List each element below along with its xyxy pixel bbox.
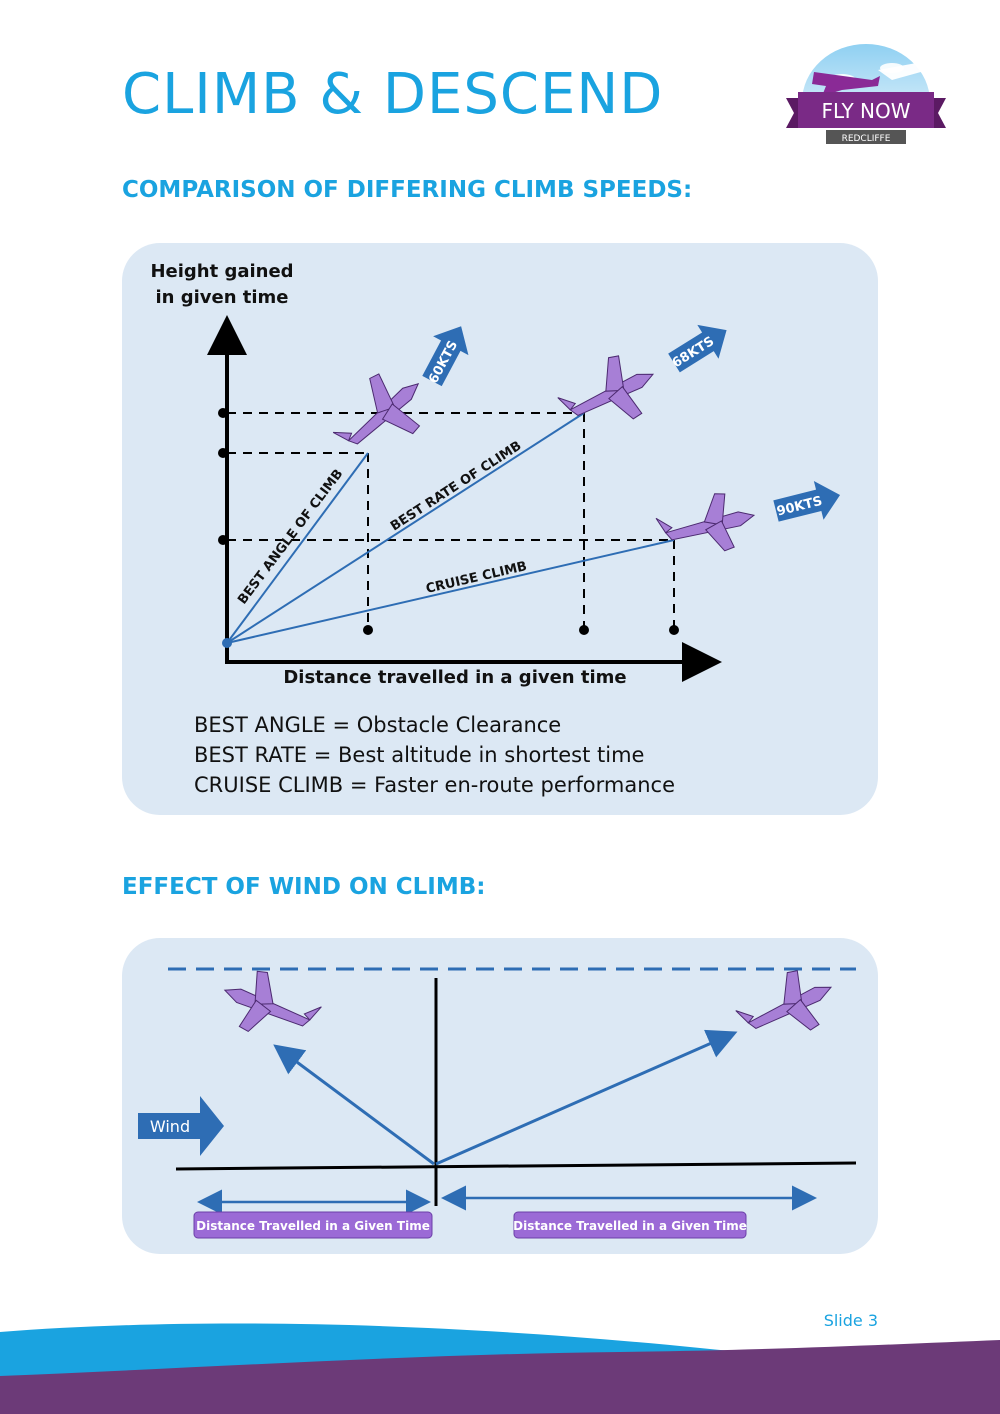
slide-number: Slide 3: [823, 1311, 878, 1330]
ground-line: [175, 1161, 857, 1171]
aircraft-cruise-icon: [655, 493, 756, 552]
distance-badge-right: [513, 1211, 747, 1239]
upwind-climb-vector: [273, 1044, 435, 1166]
cruise-climb-line: [226, 539, 675, 644]
wind-arrow-icon: Wind: [138, 1096, 224, 1156]
legend-item: CRUISE CLIMB = Faster en-route performan…: [194, 773, 676, 797]
distance-label-left: Distance Travelled in a Given Time: [196, 1219, 430, 1233]
distance-marker-dot: [669, 625, 679, 635]
wind-effect-diagram: Wind Distance Travelled in a Given Time …: [138, 967, 857, 1239]
speed-arrow-90kts: 90KTS: [773, 480, 841, 522]
footer-wave: [0, 1323, 1000, 1414]
legend-item: BEST ANGLE = Obstacle Clearance: [194, 713, 562, 737]
fly-now-logo: FLY NOW REDCLIFFE: [782, 40, 950, 152]
section-heading-climb-speeds: COMPARISON OF DIFFERING CLIMB SPEEDS:: [122, 177, 693, 203]
best-angle-line: [226, 452, 369, 644]
aircraft-upwind-icon: [223, 970, 322, 1033]
aircraft-downwind-icon: [735, 970, 833, 1031]
climb-speed-panel: Height gained in given time Distance tra…: [122, 243, 878, 815]
origin-dot: [222, 638, 232, 648]
climb-legend: BEST ANGLE = Obstacle Clearance BEST RAT…: [194, 710, 675, 800]
best-rate-line: [226, 412, 585, 644]
height-marker-dot: [218, 448, 228, 458]
distance-label-right: Distance Travelled in a Given Time: [513, 1219, 747, 1233]
x-axis-label: Distance travelled in a given time: [283, 667, 626, 688]
legend-item: BEST RATE = Best altitude in shortest ti…: [194, 743, 645, 767]
speed-arrow-60kts: 60KTS: [422, 326, 469, 386]
aircraft-best-angle-icon: [332, 373, 421, 445]
height-marker-dot: [218, 408, 228, 418]
best-angle-label: BEST ANGLE OF CLIMB: [235, 467, 346, 608]
distance-marker-dot: [579, 625, 589, 635]
distance-marker-dot: [363, 625, 373, 635]
aircraft-best-rate-icon: [557, 355, 655, 420]
y-axis-label-line2: in given time: [155, 287, 288, 308]
y-axis-label-line1: Height gained: [150, 261, 293, 282]
section-heading-wind: EFFECT OF WIND ON CLIMB:: [122, 874, 486, 900]
climb-speed-diagram: Height gained in given time Distance tra…: [150, 261, 841, 688]
height-marker-dot: [218, 535, 228, 545]
logo-text: FLY NOW: [821, 99, 910, 123]
speed-arrow-68kts: 68KTS: [668, 324, 727, 373]
best-rate-label: BEST RATE OF CLIMB: [388, 439, 524, 535]
wind-label: Wind: [150, 1117, 190, 1136]
wind-effect-panel: Wind Distance Travelled in a Given Time …: [122, 938, 878, 1254]
logo-subtext: REDCLIFFE: [842, 134, 891, 144]
downwind-climb-vector: [435, 1029, 738, 1166]
page-title: CLIMB & DESCEND: [122, 62, 664, 127]
distance-badge-left: [193, 1211, 433, 1239]
